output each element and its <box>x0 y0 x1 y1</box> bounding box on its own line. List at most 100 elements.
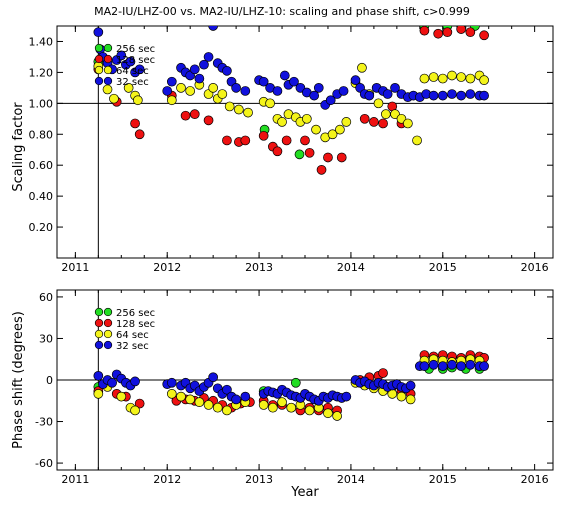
scaling-point-32-sec <box>134 64 145 75</box>
scaling-point-64-sec <box>185 86 196 96</box>
scaling-point-128-sec <box>300 135 310 146</box>
phase-y-tick-label: 30 <box>39 332 53 345</box>
scaling-point-64-sec <box>166 95 177 106</box>
phase-legend-marker2-256-sec <box>103 307 113 317</box>
scaling-point-32-sec <box>390 83 400 93</box>
phase-points-group <box>93 350 489 421</box>
scaling-point-128-sec <box>304 147 315 158</box>
scaling-point-64-sec <box>465 73 476 84</box>
scaling-point-128-sec <box>281 135 292 146</box>
phase-point-64-sec <box>93 388 104 399</box>
phase-point-64-sec <box>277 397 287 408</box>
scaling-point-64-sec <box>311 124 321 135</box>
phase-legend-marker-64-sec <box>94 329 104 339</box>
scaling-legend-marker2-32-sec <box>103 76 113 86</box>
phase-point-32-sec <box>231 394 241 405</box>
scaling-point-128-sec <box>130 118 140 129</box>
phase-point-32-sec <box>93 370 104 381</box>
scaling-point-128-sec <box>180 110 191 121</box>
scaling-x-tick-label: 2013 <box>245 261 273 274</box>
scaling-point-32-sec <box>437 90 448 101</box>
phase-point-64-sec <box>286 402 297 413</box>
scaling-point-64-sec <box>335 124 345 135</box>
scaling-point-32-sec <box>309 90 320 101</box>
scaling-y-axis-label: Scaling factor <box>11 102 26 192</box>
phase-x-tick-label: 2013 <box>245 473 273 486</box>
scaling-point-128-sec <box>456 26 466 34</box>
scaling-point-256-sec <box>294 149 305 160</box>
scaling-point-64-sec <box>380 109 391 120</box>
scaling-point-64-sec <box>301 113 312 124</box>
phase-x-tick-label: 2016 <box>521 473 549 486</box>
scaling-point-32-sec <box>325 95 336 106</box>
phase-point-32-sec <box>208 372 218 383</box>
scaling-point-32-sec <box>203 52 214 62</box>
scaling-point-128-sec <box>433 28 444 39</box>
scaling-point-32-sec <box>231 83 241 93</box>
scaling-point-64-sec <box>456 72 466 82</box>
scaling-point-32-sec <box>199 59 209 70</box>
scaling-point-32-sec <box>116 50 127 61</box>
phase-point-64-sec <box>222 405 232 416</box>
phase-point-32-sec <box>447 359 457 370</box>
scaling-point-128-sec <box>369 117 379 127</box>
figure-title: MA2-IU/LHZ-00 vs. MA2-IU/LHZ-10: scaling… <box>94 5 470 18</box>
scaling-y-tick-label: 1.00 <box>29 97 54 110</box>
scaling-point-32-sec <box>364 90 375 101</box>
scaling-point-64-sec <box>357 62 367 73</box>
phase-legend-label-32-sec: 32 sec <box>116 341 149 352</box>
phase-y-tick-label: 0 <box>46 374 53 387</box>
scaling-point-128-sec <box>222 135 232 146</box>
scaling-point-64-sec <box>373 98 384 109</box>
scaling-x-tick-label: 2016 <box>521 261 549 274</box>
scaling-point-32-sec <box>125 56 136 67</box>
phase-legend-marker2-128-sec <box>103 318 113 328</box>
scaling-point-64-sec <box>403 118 413 129</box>
scaling-point-64-sec <box>265 98 275 109</box>
phase-legend-marker2-64-sec <box>103 329 113 339</box>
phase-point-64-sec <box>116 391 127 402</box>
phase-legend-marker-32-sec <box>94 340 104 350</box>
scaling-point-64-sec <box>412 135 422 146</box>
scaling-point-32-sec <box>279 70 290 81</box>
phase-point-32-sec <box>456 361 466 372</box>
scaling-point-32-sec <box>447 89 457 99</box>
scaling-y-tick-label: 1.20 <box>29 66 54 79</box>
scaling-point-64-sec <box>123 83 134 93</box>
scaling-x-tick-label: 2015 <box>429 261 457 274</box>
phase-point-64-sec <box>405 394 416 405</box>
phase-point-32-sec <box>405 380 416 391</box>
scaling-legend-label-32-sec: 32 sec <box>116 77 149 88</box>
scaling-point-128-sec <box>479 30 489 41</box>
scaling-point-32-sec <box>272 86 283 96</box>
scaling-y-tick-label: 0.60 <box>29 159 54 172</box>
scaling-y-tick-label: 0.40 <box>29 190 54 203</box>
scaling-point-128-sec <box>316 164 327 175</box>
phase-panel: Phase shift (degrees) 2011 2012 2013 2014 20… <box>11 289 554 486</box>
scaling-point-128-sec <box>240 135 251 146</box>
phase-point-32-sec <box>222 384 232 395</box>
scaling-point-64-sec <box>479 75 489 85</box>
scaling-y-tick-label: 1.40 <box>29 35 54 48</box>
scaling-point-64-sec <box>224 101 235 112</box>
phase-point-64-sec <box>176 391 186 402</box>
scaling-point-128-sec <box>134 129 145 140</box>
scaling-point-32-sec <box>166 76 177 87</box>
scaling-point-64-sec <box>277 117 287 127</box>
phase-y-tick-label: -60 <box>35 457 53 470</box>
scaling-point-32-sec <box>456 90 466 101</box>
scaling-point-64-sec <box>132 95 143 106</box>
scaling-point-32-sec <box>465 89 476 99</box>
scaling-point-32-sec <box>162 86 173 96</box>
phase-legend-label-64-sec: 64 sec <box>116 330 149 341</box>
scaling-y-tick-label: 0.80 <box>29 128 54 141</box>
phase-point-64-sec <box>194 397 205 408</box>
scaling-point-64-sec <box>419 73 430 84</box>
scaling-points-group <box>93 26 489 175</box>
phase-point-32-sec <box>240 391 251 402</box>
scaling-legend-marker2-128-sec <box>103 54 113 64</box>
scaling-point-128-sec <box>336 152 347 163</box>
phase-point-32-sec <box>428 359 439 370</box>
